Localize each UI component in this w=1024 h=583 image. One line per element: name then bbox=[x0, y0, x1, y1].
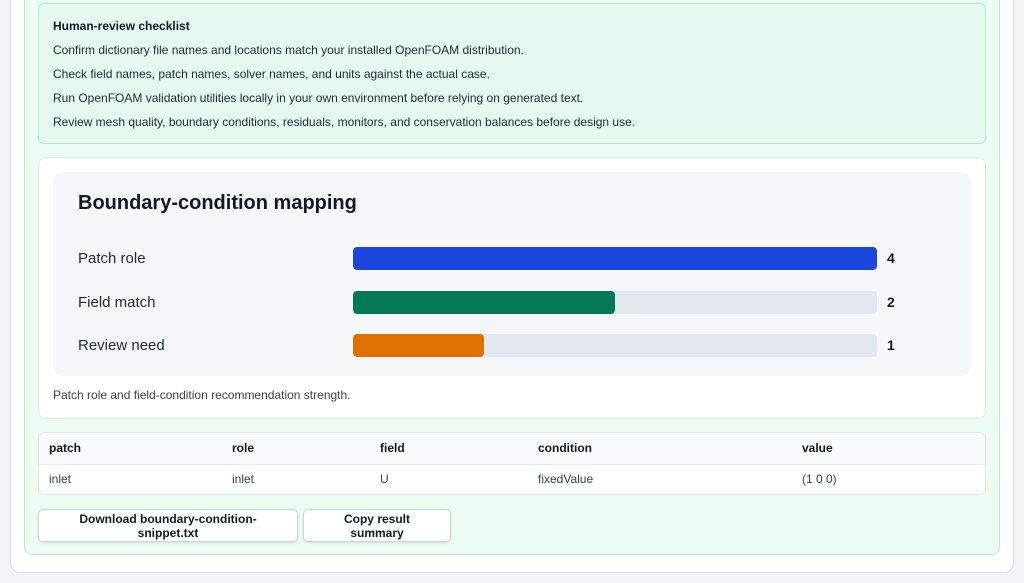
table-cell: inlet bbox=[49, 472, 72, 487]
chart-card: Boundary-condition mapping Patch role 4 … bbox=[38, 157, 986, 419]
bar-track bbox=[353, 291, 877, 314]
bar-value: 4 bbox=[887, 250, 895, 266]
checklist-items: Confirm dictionary file names and locati… bbox=[53, 43, 971, 139]
checklist-item: Check field names, patch names, solver n… bbox=[53, 67, 490, 81]
bar bbox=[353, 247, 877, 270]
checklist-title: Human-review checklist bbox=[53, 19, 190, 33]
column-header-value: value bbox=[792, 433, 985, 465]
column-header-condition: condition bbox=[528, 433, 792, 465]
table-cell: U bbox=[380, 472, 389, 487]
download-snippet-button[interactable]: Download boundary-condition-snippet.txt bbox=[38, 509, 298, 542]
bar bbox=[353, 334, 484, 357]
copy-summary-button[interactable]: Copy result summary bbox=[303, 509, 451, 542]
bar-track bbox=[353, 247, 877, 270]
bar-label: Field match bbox=[78, 294, 156, 311]
table-cell: inlet bbox=[232, 472, 255, 487]
column-header-role: role bbox=[222, 433, 370, 465]
bar-row-patch-role: Patch role 4 bbox=[78, 247, 958, 271]
column-header-patch: patch bbox=[39, 433, 222, 465]
chart-caption: Patch role and field-condition recommend… bbox=[53, 388, 351, 402]
bar-row-review-need: Review need 1 bbox=[78, 334, 958, 358]
bar-track bbox=[353, 334, 877, 357]
checklist-item: Run OpenFOAM validation utilities locall… bbox=[53, 91, 584, 105]
review-checklist: Human-review checklist Confirm dictionar… bbox=[38, 3, 986, 144]
table-cell: (1 0 0) bbox=[802, 472, 837, 487]
chart-title: Boundary-condition mapping bbox=[78, 192, 357, 214]
bar-value: 2 bbox=[887, 294, 895, 310]
table: patch role field condition value inlet i… bbox=[39, 433, 985, 494]
bar-chart: Boundary-condition mapping Patch role 4 … bbox=[53, 172, 971, 376]
mapping-table: patch role field condition value inlet i… bbox=[38, 432, 986, 495]
table-header-row: patch role field condition value bbox=[39, 433, 985, 465]
bar-label: Review need bbox=[78, 337, 165, 354]
column-header-field: field bbox=[370, 433, 528, 465]
bar bbox=[353, 291, 615, 314]
table-cell: fixedValue bbox=[538, 472, 594, 487]
table-row: inlet inlet U fixedValue (1 0 0) bbox=[39, 464, 985, 494]
bar-row-field-match: Field match 2 bbox=[78, 291, 958, 315]
bar-label: Patch role bbox=[78, 250, 146, 267]
bar-value: 1 bbox=[887, 337, 895, 353]
checklist-item: Review mesh quality, boundary conditions… bbox=[53, 115, 636, 129]
checklist-item: Confirm dictionary file names and locati… bbox=[53, 43, 524, 57]
